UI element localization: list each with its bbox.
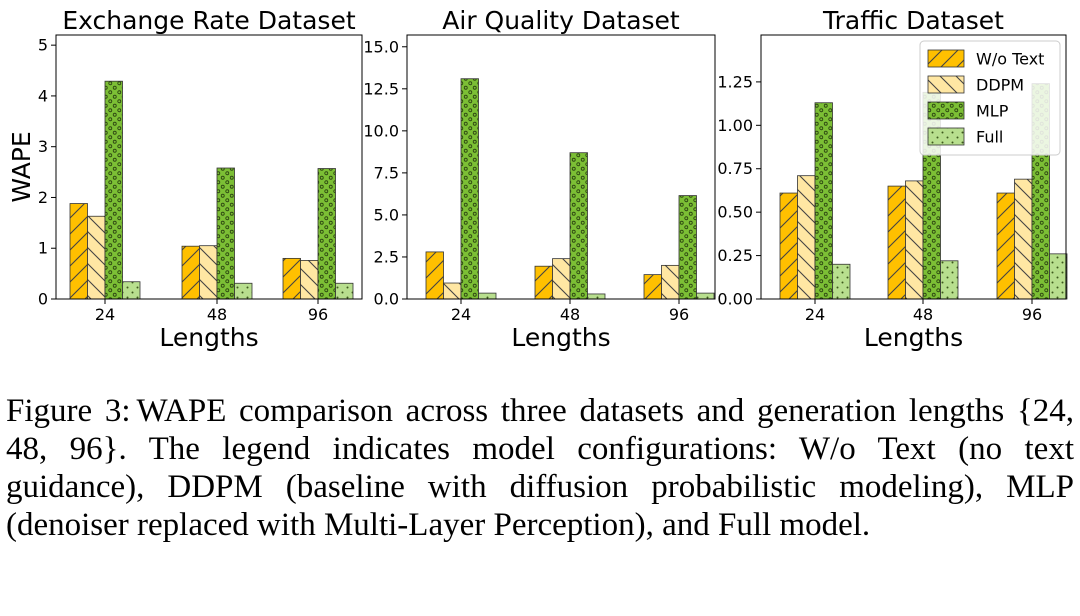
x-axis-label: Lengths [511,323,610,352]
x-axis-label: Lengths [159,323,258,352]
x-tick-label: 48 [913,305,933,324]
bar-w-o-text-48 [534,265,553,300]
plot-frame [406,34,716,300]
bar-mlp-96 [317,168,336,300]
chart-title: Air Quality Dataset [442,6,680,35]
x-axis-label: Lengths [864,323,963,352]
y-tick-label: 5 [38,36,48,55]
panel-exchange-rate: Exchange Rate Dataset 0 1 2 3 4 5 24 48 96 Lengths… [7,6,363,352]
bar-full-24 [122,281,141,300]
bar-w-o-text-48 [887,185,906,300]
bar-mlp-24 [104,80,123,300]
legend-label-ddpm: DDPM [976,76,1024,95]
y-axis-label: WAPE [7,131,36,202]
bar-mlp-48 [569,152,588,300]
legend-swatch-w-o-text [927,49,965,68]
bar-w-o-text-96 [643,274,662,300]
plot-frame [760,34,1067,300]
legend-swatch-ddpm [927,75,965,94]
bar-ddpm-96 [1014,178,1033,300]
legend-swatch-full [927,127,965,146]
bar-ddpm-96 [661,264,680,300]
y-tick-label: 1.25 [717,72,753,91]
y-tick-label: 5.0 [374,205,399,224]
legend-label-mlp: MLP [976,102,1009,121]
bar-ddpm-48 [552,258,571,300]
x-tick-label: 48 [560,305,580,324]
chart-title: Traffic Dataset [822,6,1004,35]
y-tick-label: 0.25 [717,246,753,265]
bar-mlp-24 [460,78,479,300]
bar-full-48 [940,260,959,300]
y-tick-label: 0.0 [374,290,399,309]
legend: W/o Text DDPM MLP Full [919,40,1061,156]
bar-full-48 [587,293,606,300]
y-tick-label: 15.0 [363,37,399,56]
y-tick-label: 3 [38,137,48,156]
bar-w-o-text-24 [779,192,798,300]
bar-w-o-text-96 [282,257,301,300]
y-tick-label: 0 [38,290,48,309]
bar-w-o-text-24 [425,251,444,300]
y-tick-label: 0.00 [717,290,753,309]
bar-w-o-text-24 [69,203,88,300]
panel-traffic: Traffic Dataset 0.00 0.25 0.50 0.75 1.00 1.25 2… [717,6,1068,352]
bar-ddpm-48 [905,180,924,300]
x-tick-label: 96 [669,305,689,324]
y-tick-label: 1 [38,239,48,258]
legend-box [919,40,1061,156]
legend-label-full: Full [976,128,1003,147]
bar-ddpm-24 [797,175,816,300]
legend-label-w-o-text: W/o Text [976,50,1044,69]
y-tick-label: 12.5 [363,79,399,98]
x-tick-label: 48 [207,305,227,324]
bar-w-o-text-96 [996,192,1015,300]
bar-full-96 [1049,253,1068,300]
bar-full-48 [234,282,253,300]
x-tick-label: 24 [95,305,115,324]
panel-air-quality: Air Quality Dataset 0.0 2.5 5.0 7.5 10.0 12.5 1… [363,6,716,352]
bar-mlp-96 [678,195,697,300]
bar-ddpm-48 [199,245,218,300]
y-tick-label: 2 [38,188,48,207]
bar-full-24 [478,292,497,300]
figure-caption: Figure 3: WAPE comparison across three da… [6,392,1074,544]
caption-label: Figure 3: [6,393,131,429]
y-tick-label: 4 [38,86,48,105]
bar-w-o-text-48 [181,245,200,300]
plot-frame [55,34,363,300]
y-tick-label: 0.50 [717,203,753,222]
wape-figure: Exchange Rate Dataset 0 1 2 3 4 5 24 48 96 Lengths… [7,6,1068,352]
x-tick-label: 24 [451,305,471,324]
bar-full-96 [335,282,354,300]
y-tick-label: 7.5 [374,163,399,182]
legend-swatch-mlp [927,101,965,120]
bar-mlp-48 [216,167,235,300]
bar-ddpm-96 [300,260,319,300]
y-tick-label: 10.0 [363,121,399,140]
bar-ddpm-24 [443,282,462,300]
bar-ddpm-24 [87,215,106,300]
bar-full-96 [696,292,715,300]
caption-text: WAPE comparison across three datasets an… [6,393,1074,543]
x-tick-label: 96 [308,305,328,324]
x-tick-label: 24 [805,305,825,324]
chart-title: Exchange Rate Dataset [62,6,355,35]
bar-mlp-24 [814,102,833,300]
x-tick-label: 96 [1022,305,1042,324]
y-tick-label: 2.5 [374,247,399,266]
y-tick-label: 1.00 [717,116,753,135]
bar-full-24 [832,263,851,300]
y-tick-label: 0.75 [717,159,753,178]
